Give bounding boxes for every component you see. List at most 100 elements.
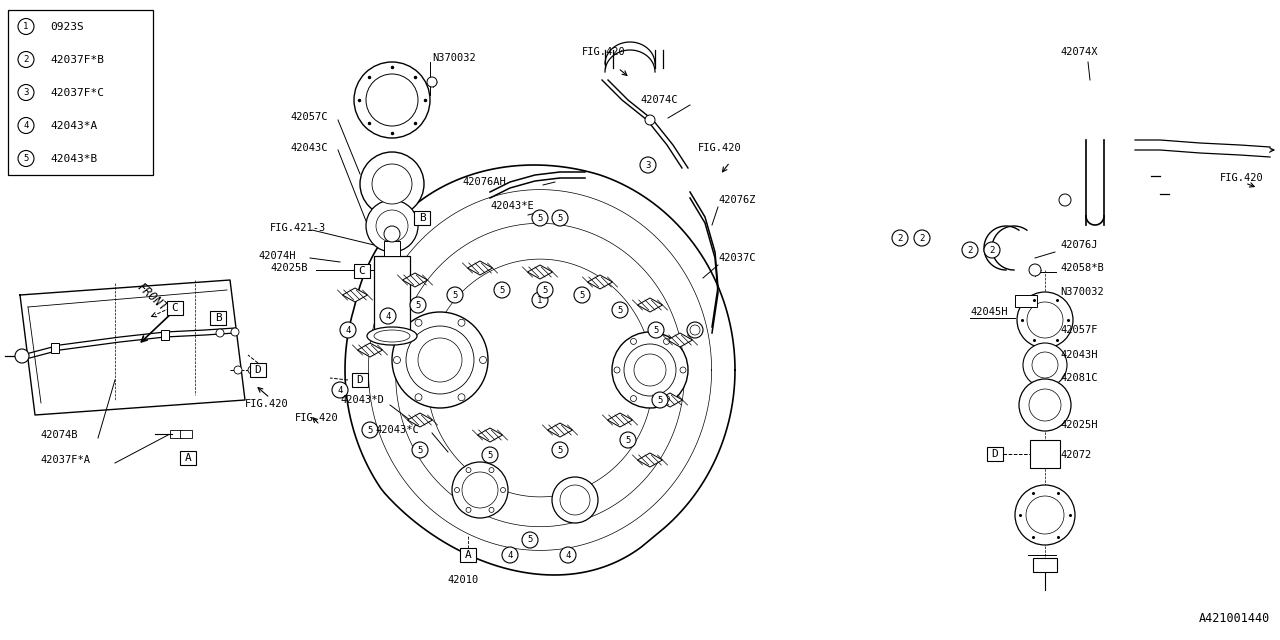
Text: 5: 5 bbox=[543, 285, 548, 294]
Bar bbox=[210, 311, 227, 325]
Bar bbox=[374, 256, 410, 336]
Polygon shape bbox=[527, 265, 553, 279]
Text: FIG.421-3: FIG.421-3 bbox=[270, 223, 326, 233]
Circle shape bbox=[552, 210, 568, 226]
Circle shape bbox=[500, 488, 506, 493]
Circle shape bbox=[230, 328, 239, 336]
Circle shape bbox=[663, 396, 669, 401]
Text: 5: 5 bbox=[538, 214, 543, 223]
Polygon shape bbox=[637, 298, 663, 312]
Bar bbox=[51, 343, 59, 353]
Text: 5: 5 bbox=[488, 451, 493, 460]
Polygon shape bbox=[357, 343, 383, 357]
Bar bbox=[987, 447, 1004, 461]
Text: 42043C: 42043C bbox=[291, 143, 328, 153]
Text: 42037F*A: 42037F*A bbox=[40, 455, 90, 465]
Text: 2: 2 bbox=[968, 246, 973, 255]
Text: A: A bbox=[184, 453, 192, 463]
Polygon shape bbox=[343, 288, 367, 302]
Circle shape bbox=[18, 118, 35, 134]
Circle shape bbox=[428, 77, 436, 87]
Circle shape bbox=[18, 51, 35, 67]
Circle shape bbox=[466, 468, 471, 472]
Polygon shape bbox=[658, 393, 682, 407]
Bar bbox=[180, 430, 192, 438]
Text: 1: 1 bbox=[538, 296, 543, 305]
Circle shape bbox=[18, 19, 35, 35]
Circle shape bbox=[452, 462, 508, 518]
Bar bbox=[1030, 440, 1060, 468]
Circle shape bbox=[984, 242, 1000, 258]
Circle shape bbox=[680, 367, 686, 373]
Text: 5: 5 bbox=[580, 291, 585, 300]
Circle shape bbox=[332, 382, 348, 398]
Text: 5: 5 bbox=[527, 536, 532, 545]
Circle shape bbox=[458, 394, 465, 401]
Text: FIG.420: FIG.420 bbox=[582, 47, 626, 57]
Text: 5: 5 bbox=[557, 445, 563, 454]
Circle shape bbox=[552, 477, 598, 523]
Text: A421001440: A421001440 bbox=[1199, 612, 1270, 625]
Bar bbox=[166, 301, 183, 315]
Circle shape bbox=[494, 282, 509, 298]
Bar bbox=[180, 451, 196, 465]
Text: 2: 2 bbox=[897, 234, 902, 243]
Text: 42076Z: 42076Z bbox=[718, 195, 755, 205]
Circle shape bbox=[1029, 389, 1061, 421]
Circle shape bbox=[612, 302, 628, 318]
Text: 4: 4 bbox=[23, 121, 28, 130]
Circle shape bbox=[415, 319, 422, 326]
Text: 0923S: 0923S bbox=[50, 22, 83, 31]
Text: N370032: N370032 bbox=[433, 53, 476, 63]
Circle shape bbox=[447, 287, 463, 303]
Text: 1: 1 bbox=[23, 22, 28, 31]
Text: 2: 2 bbox=[23, 55, 28, 64]
Text: 5: 5 bbox=[452, 291, 458, 300]
Text: 42025B: 42025B bbox=[270, 263, 307, 273]
Text: 5: 5 bbox=[23, 154, 28, 163]
Circle shape bbox=[1015, 485, 1075, 545]
Bar bbox=[161, 330, 169, 340]
Text: 4: 4 bbox=[507, 550, 513, 559]
Circle shape bbox=[1059, 194, 1071, 206]
Circle shape bbox=[360, 152, 424, 216]
Circle shape bbox=[573, 287, 590, 303]
Circle shape bbox=[645, 115, 655, 125]
Circle shape bbox=[483, 447, 498, 463]
Text: FIG.420: FIG.420 bbox=[294, 413, 339, 423]
Text: 42057C: 42057C bbox=[291, 112, 328, 122]
Text: C: C bbox=[358, 266, 365, 276]
Circle shape bbox=[234, 366, 242, 374]
Bar bbox=[170, 430, 182, 438]
Circle shape bbox=[687, 322, 703, 338]
Text: 42074H: 42074H bbox=[259, 251, 296, 261]
Circle shape bbox=[690, 325, 700, 335]
Text: FIG.420: FIG.420 bbox=[698, 143, 741, 153]
Circle shape bbox=[538, 282, 553, 298]
Circle shape bbox=[625, 344, 676, 396]
Circle shape bbox=[415, 394, 422, 401]
Circle shape bbox=[462, 472, 498, 508]
Circle shape bbox=[892, 230, 908, 246]
Text: 42043*D: 42043*D bbox=[340, 395, 384, 405]
Text: 5: 5 bbox=[617, 305, 622, 314]
Circle shape bbox=[1032, 352, 1059, 378]
Polygon shape bbox=[608, 413, 632, 427]
Text: D: D bbox=[357, 375, 364, 385]
Text: N370032: N370032 bbox=[1060, 287, 1103, 297]
Circle shape bbox=[561, 485, 590, 515]
Text: 42037F*B: 42037F*B bbox=[50, 54, 104, 65]
Text: 42037C: 42037C bbox=[718, 253, 755, 263]
Text: 42057F: 42057F bbox=[1060, 325, 1097, 335]
Circle shape bbox=[1029, 264, 1041, 276]
Text: 42043*B: 42043*B bbox=[50, 154, 97, 163]
Circle shape bbox=[1027, 496, 1064, 534]
Polygon shape bbox=[477, 428, 503, 442]
Circle shape bbox=[502, 547, 518, 563]
Polygon shape bbox=[667, 333, 692, 347]
Circle shape bbox=[1027, 302, 1062, 338]
Text: 42045H: 42045H bbox=[970, 307, 1007, 317]
Bar bbox=[352, 373, 369, 387]
Text: D: D bbox=[992, 449, 998, 459]
Text: 42010: 42010 bbox=[447, 575, 479, 585]
